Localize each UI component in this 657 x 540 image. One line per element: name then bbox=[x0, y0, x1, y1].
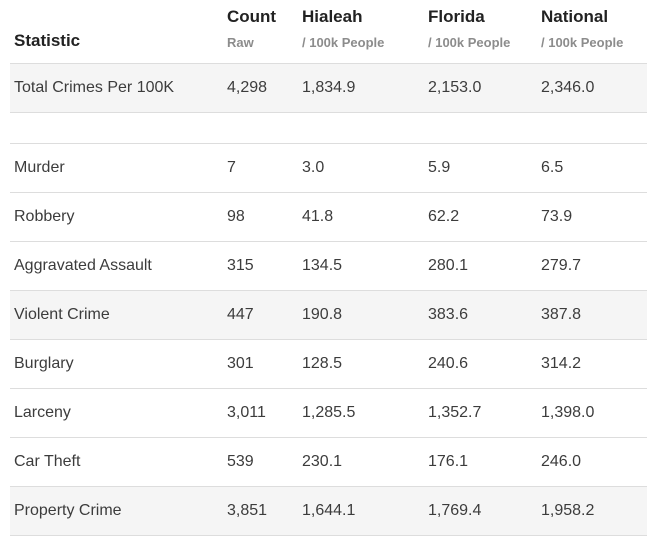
row-hialeah: 3.0 bbox=[302, 159, 325, 176]
row-national: 387.8 bbox=[541, 306, 582, 323]
table-row-murder: Murder 7 3.0 5.9 6.5 bbox=[10, 144, 647, 193]
row-florida: 383.6 bbox=[428, 306, 469, 323]
row-statistic: Burglary bbox=[14, 355, 74, 372]
row-national: 73.9 bbox=[541, 208, 573, 225]
row-count: 3,011 bbox=[227, 404, 266, 421]
table-row-aggravated-assault: Aggravated Assault 315 134.5 280.1 279.7 bbox=[10, 242, 647, 291]
row-hialeah: 230.1 bbox=[302, 453, 343, 470]
row-statistic: Robbery bbox=[14, 208, 75, 225]
row-count: 539 bbox=[227, 453, 254, 470]
row-national: 1,958.2 bbox=[541, 502, 595, 519]
row-florida: 1,352.7 bbox=[428, 404, 482, 421]
crime-statistics-table: Statistic Count Raw Hialeah / 100k Peopl… bbox=[10, 0, 647, 536]
header-florida-sublabel: / 100k People bbox=[428, 35, 511, 50]
row-statistic: Murder bbox=[14, 159, 65, 176]
row-national: 246.0 bbox=[541, 453, 582, 470]
table-row-burglary: Burglary 301 128.5 240.6 314.2 bbox=[10, 340, 647, 389]
header-national-label: National bbox=[541, 7, 609, 26]
header-count-label: Count bbox=[227, 7, 277, 26]
row-hialeah: 1,644.1 bbox=[302, 502, 356, 519]
row-florida: 2,153.0 bbox=[428, 79, 482, 96]
row-national: 279.7 bbox=[541, 257, 582, 274]
header-hialeah-sublabel: / 100k People bbox=[302, 35, 385, 50]
row-statistic: Larceny bbox=[14, 404, 71, 421]
row-florida: 5.9 bbox=[428, 159, 451, 176]
header-national-sublabel: / 100k People bbox=[541, 35, 624, 50]
row-statistic: Violent Crime bbox=[14, 306, 110, 323]
row-count: 3,851 bbox=[227, 502, 268, 519]
row-florida: 176.1 bbox=[428, 453, 469, 470]
table-spacer-row bbox=[10, 113, 647, 144]
row-hialeah: 128.5 bbox=[302, 355, 343, 372]
row-florida: 1,769.4 bbox=[428, 502, 482, 519]
row-florida: 240.6 bbox=[428, 355, 469, 372]
row-count: 301 bbox=[227, 355, 254, 372]
row-hialeah: 190.8 bbox=[302, 306, 343, 323]
header-national: National / 100k People bbox=[541, 7, 647, 63]
table-row-larceny: Larceny 3,011 1,285.5 1,352.7 1,398.0 bbox=[10, 389, 647, 438]
row-count: 315 bbox=[227, 257, 254, 274]
row-count: 7 bbox=[227, 159, 236, 176]
row-hialeah: 134.5 bbox=[302, 257, 343, 274]
header-florida-label: Florida bbox=[428, 7, 485, 26]
table-row-violent-crime: Violent Crime 447 190.8 383.6 387.8 bbox=[10, 291, 647, 340]
table-header-row: Statistic Count Raw Hialeah / 100k Peopl… bbox=[10, 0, 647, 64]
table-row-total-crimes: Total Crimes Per 100K 4,298 1,834.9 2,15… bbox=[10, 64, 647, 113]
row-statistic: Total Crimes Per 100K bbox=[14, 79, 175, 96]
header-count-sublabel: Raw bbox=[227, 35, 254, 50]
row-count: 447 bbox=[227, 306, 254, 323]
row-statistic: Aggravated Assault bbox=[14, 257, 152, 274]
table-row-property-crime: Property Crime 3,851 1,644.1 1,769.4 1,9… bbox=[10, 487, 647, 536]
row-hialeah: 41.8 bbox=[302, 208, 334, 225]
row-florida: 280.1 bbox=[428, 257, 469, 274]
row-national: 2,346.0 bbox=[541, 79, 595, 96]
row-statistic: Car Theft bbox=[14, 453, 81, 470]
header-count: Count Raw bbox=[227, 7, 302, 63]
header-florida: Florida / 100k People bbox=[428, 7, 541, 63]
row-count: 98 bbox=[227, 208, 245, 225]
row-national: 1,398.0 bbox=[541, 404, 595, 421]
row-national: 314.2 bbox=[541, 355, 582, 372]
row-national: 6.5 bbox=[541, 159, 564, 176]
table-row-car-theft: Car Theft 539 230.1 176.1 246.0 bbox=[10, 438, 647, 487]
row-hialeah: 1,285.5 bbox=[302, 404, 356, 421]
header-hialeah: Hialeah / 100k People bbox=[302, 7, 428, 63]
row-florida: 62.2 bbox=[428, 208, 460, 225]
table-row-robbery: Robbery 98 41.8 62.2 73.9 bbox=[10, 193, 647, 242]
header-statistic: Statistic bbox=[10, 7, 227, 63]
row-hialeah: 1,834.9 bbox=[302, 79, 356, 96]
header-statistic-label: Statistic bbox=[14, 31, 81, 50]
header-hialeah-label: Hialeah bbox=[302, 7, 363, 26]
row-count: 4,298 bbox=[227, 79, 268, 96]
row-statistic: Property Crime bbox=[14, 502, 122, 519]
